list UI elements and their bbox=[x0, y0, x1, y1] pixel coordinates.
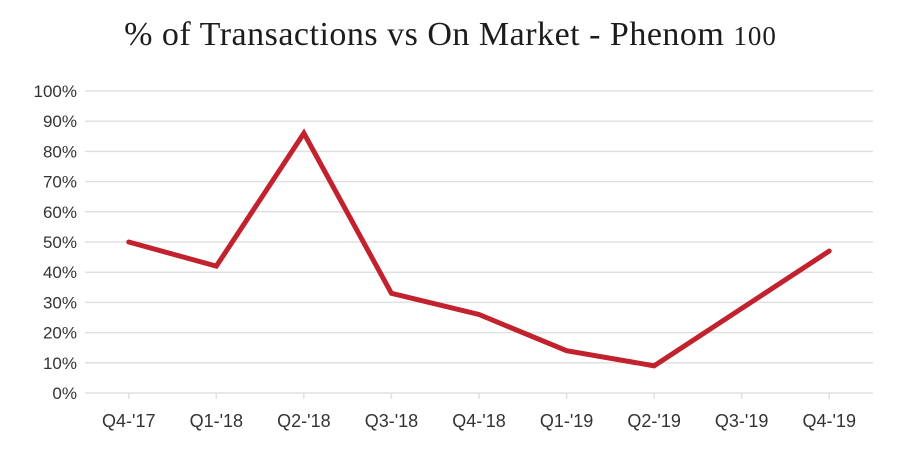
y-tick-label: 20% bbox=[43, 324, 77, 343]
x-tick-label: Q4-'19 bbox=[802, 411, 855, 431]
x-tick-label: Q3-'19 bbox=[715, 411, 768, 431]
x-tick-label: Q1-'18 bbox=[190, 411, 243, 431]
chart-title: % of Transactions vs On Market - Phenom … bbox=[0, 16, 901, 54]
y-tick-label: 0% bbox=[52, 384, 77, 403]
y-tick-label: 100% bbox=[34, 82, 77, 101]
y-tick-label: 10% bbox=[43, 354, 77, 373]
x-tick-label: Q2-'18 bbox=[277, 411, 330, 431]
chart-title-text: % of Transactions vs On Market - Phenom bbox=[124, 16, 725, 53]
chart-title-model-number: 100 bbox=[733, 21, 777, 51]
y-tick-label: 30% bbox=[43, 293, 77, 312]
data-line bbox=[126, 128, 832, 369]
x-tick-label: Q1-'19 bbox=[540, 411, 593, 431]
x-tick-label: Q3-'18 bbox=[365, 411, 418, 431]
y-tick-label: 90% bbox=[43, 112, 77, 131]
y-tick-label: 70% bbox=[43, 173, 77, 192]
y-tick-label: 60% bbox=[43, 203, 77, 222]
y-tick-label: 80% bbox=[43, 142, 77, 161]
x-tick-label: Q2-'19 bbox=[627, 411, 680, 431]
plot-area: 0% 10% 20% 30% 40% 50% 60% 70% 80% 90% 100% Q4-'17 Q… bbox=[34, 82, 873, 431]
y-tick-label: 50% bbox=[43, 233, 77, 252]
x-tick-label: Q4-'17 bbox=[102, 411, 155, 431]
x-tick-label: Q4-'18 bbox=[452, 411, 505, 431]
y-tick-label: 40% bbox=[43, 263, 77, 282]
